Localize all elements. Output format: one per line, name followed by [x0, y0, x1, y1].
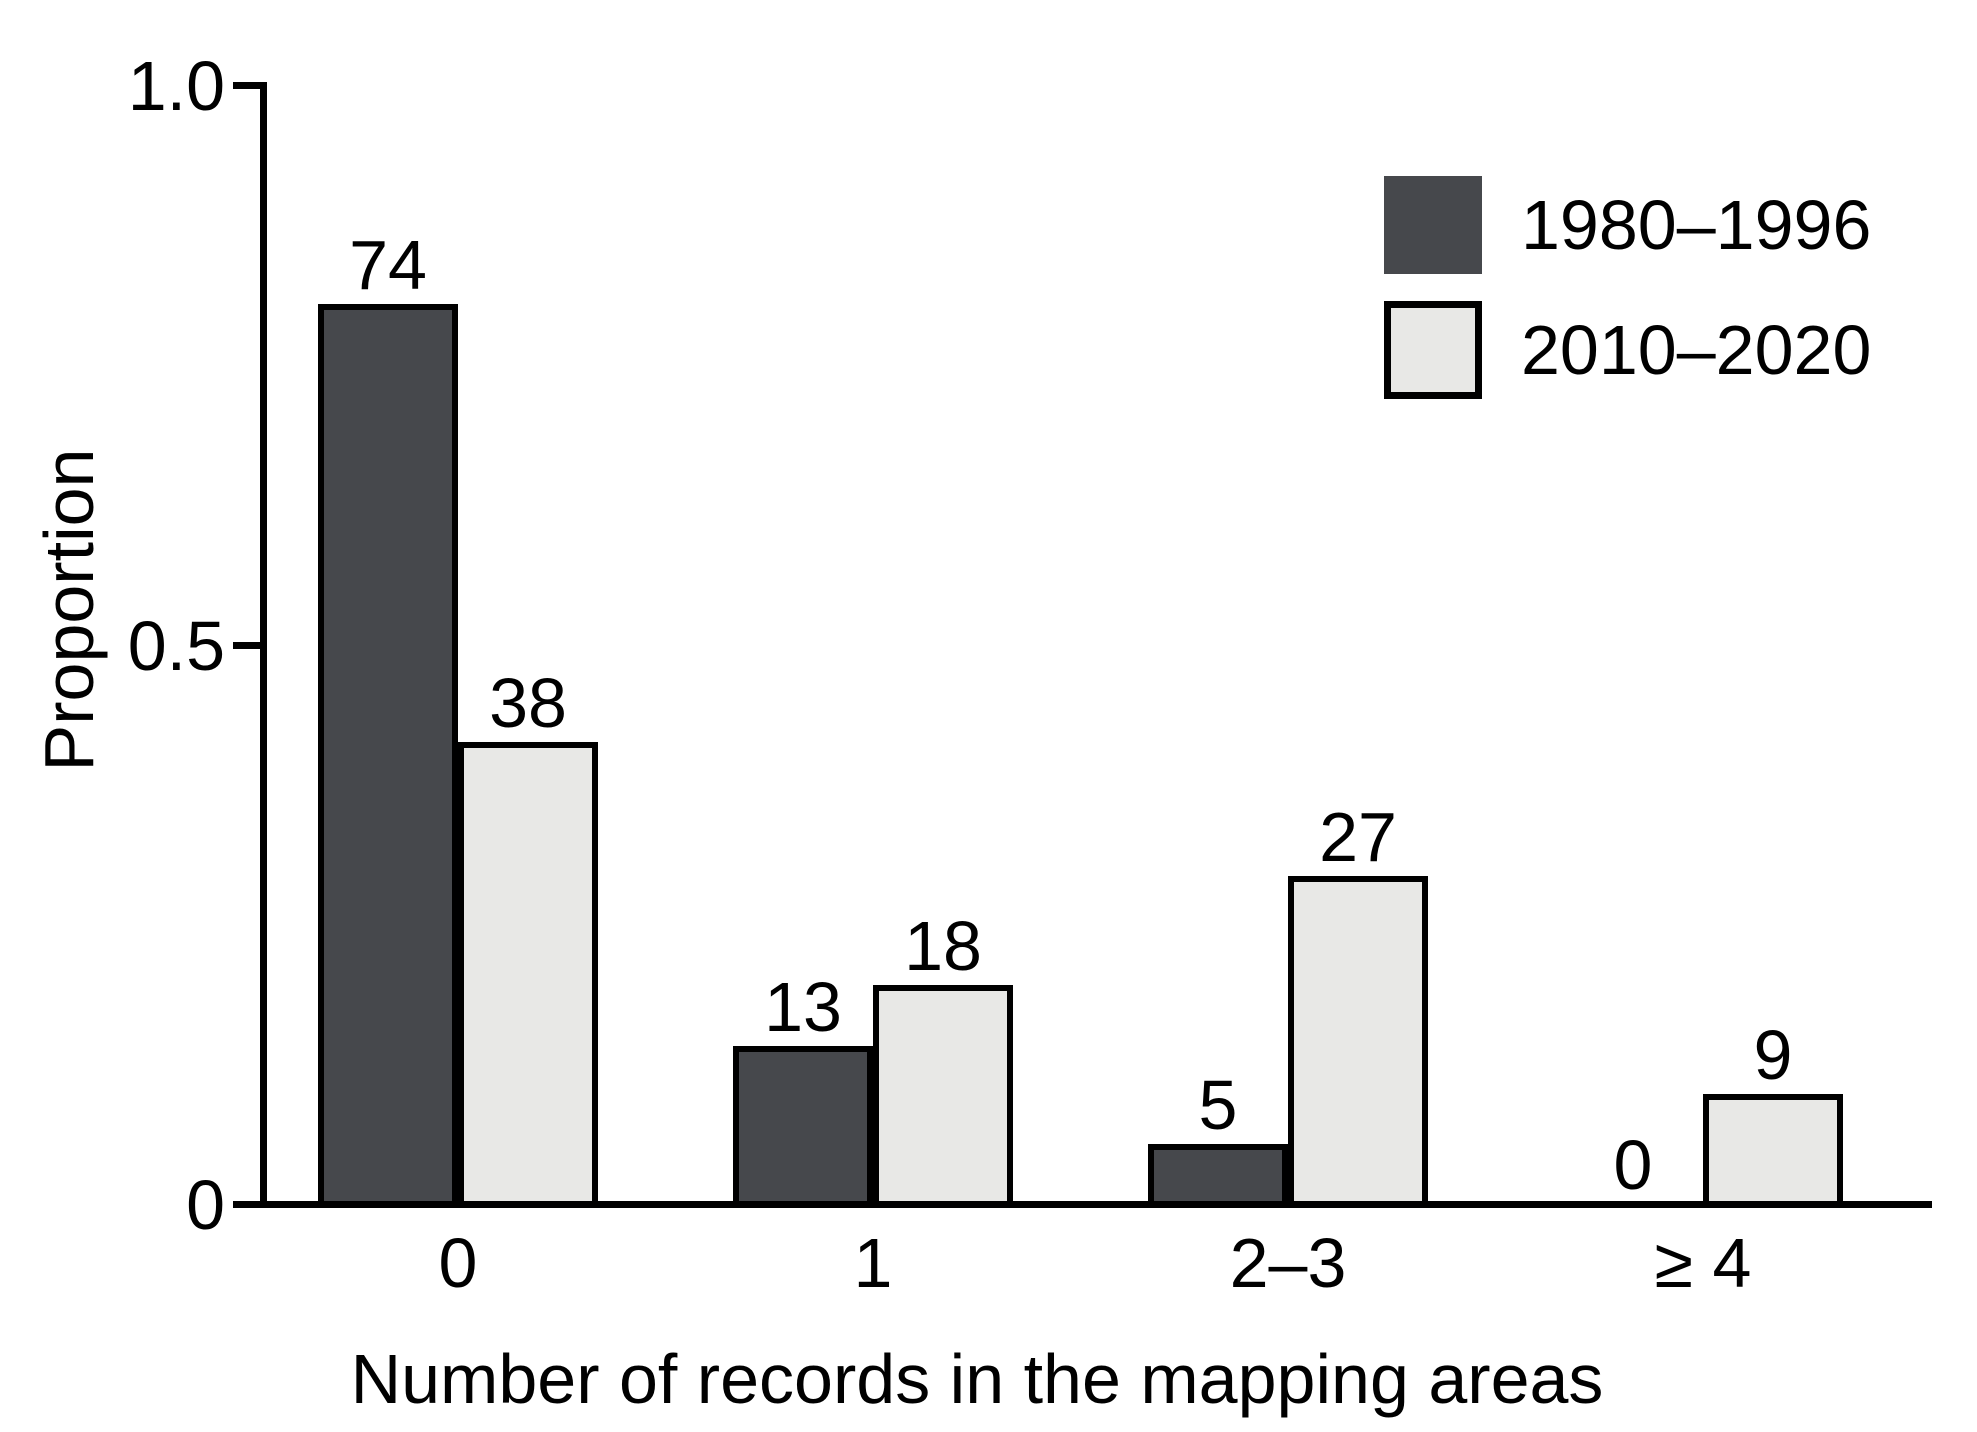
legend-item: 2010–2020 — [1384, 300, 1871, 400]
bar-value-label: 5 — [1198, 1066, 1238, 1144]
y-tick — [233, 82, 263, 89]
y-tick-label: 0.5 — [127, 607, 225, 685]
legend-label: 2010–2020 — [1521, 311, 1872, 389]
bar-series1-cat2 — [1288, 876, 1428, 1207]
x-axis-title: Number of records in the mapping areas — [350, 1340, 1604, 1418]
y-tick-label: 1.0 — [127, 47, 225, 125]
bar-value-label: 13 — [764, 968, 842, 1046]
bar-series0-cat2 — [1148, 1144, 1288, 1207]
bar-series1-cat1 — [873, 985, 1013, 1207]
bar-value-label: 38 — [489, 664, 567, 742]
bar-value-label: 18 — [904, 907, 982, 985]
x-tick-label: 0 — [438, 1224, 478, 1302]
y-axis-title: Proportion — [30, 448, 108, 772]
x-tick-label: ≥ 4 — [1654, 1224, 1752, 1302]
bar-series1-cat3 — [1703, 1094, 1843, 1207]
x-axis — [233, 1201, 1932, 1208]
bar-value-label: 27 — [1319, 798, 1397, 876]
legend-item: 1980–1996 — [1384, 175, 1871, 275]
x-tick-label: 2–3 — [1229, 1224, 1347, 1302]
bar-series0-cat0 — [318, 304, 458, 1207]
bar-series1-cat0 — [458, 742, 598, 1207]
x-tick-label: 1 — [853, 1224, 893, 1302]
bar-value-label: 0 — [1613, 1126, 1653, 1204]
bar-value-label: 74 — [349, 226, 427, 304]
legend-swatch-series0 — [1384, 176, 1482, 274]
y-tick-label: 0 — [186, 1166, 225, 1244]
bar-value-label: 9 — [1753, 1016, 1793, 1094]
legend-label: 1980–1996 — [1521, 186, 1872, 264]
y-axis — [260, 82, 267, 1208]
bar-series0-cat1 — [733, 1046, 873, 1207]
y-tick — [233, 642, 263, 649]
legend-swatch-series1 — [1384, 301, 1482, 399]
